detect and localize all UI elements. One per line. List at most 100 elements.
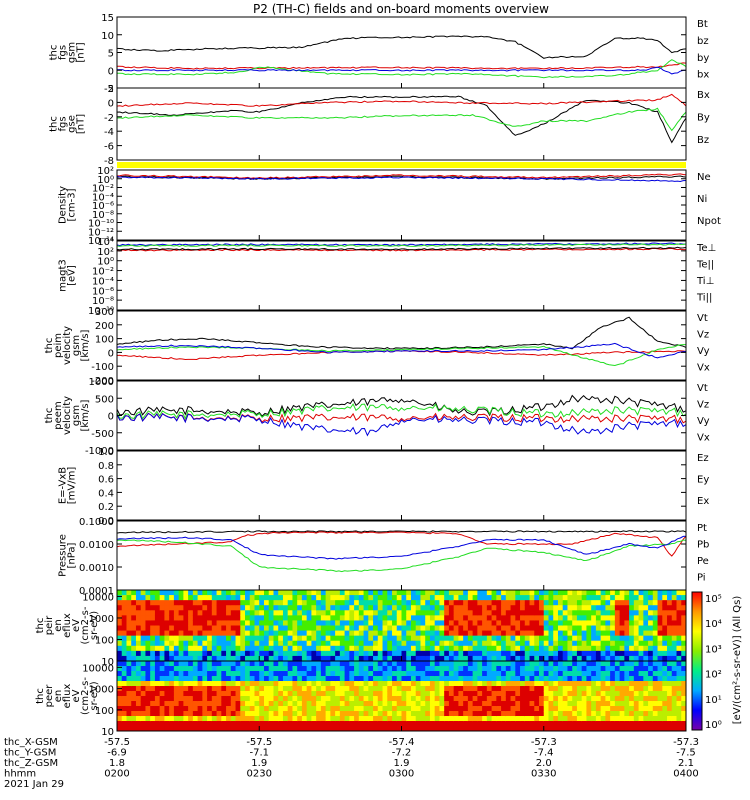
spectrogram-cell bbox=[240, 676, 246, 682]
spectrogram-cell bbox=[671, 696, 678, 702]
spectrogram-cell bbox=[553, 676, 559, 682]
spectrogram-cell bbox=[226, 640, 232, 647]
spectrogram-cell bbox=[667, 726, 673, 732]
spectrogram-cell bbox=[534, 681, 540, 687]
spectrogram-cell bbox=[401, 640, 407, 647]
spectrogram-cell bbox=[368, 686, 374, 692]
spectrogram-cell bbox=[230, 640, 237, 647]
spectrogram-cell bbox=[434, 590, 440, 596]
y-tick-label: 0.6 bbox=[98, 475, 114, 486]
spectrogram-cell bbox=[429, 640, 436, 647]
y-tick-label: 0.0010 bbox=[79, 563, 114, 574]
spectrogram-cell bbox=[515, 676, 521, 682]
spectrogram-cell bbox=[652, 605, 659, 611]
spectrogram-cell bbox=[268, 650, 274, 657]
spectrogram-cell bbox=[472, 681, 478, 687]
spectrogram-cell bbox=[410, 686, 417, 692]
spectrogram-cell bbox=[188, 726, 194, 732]
spectrogram-cell bbox=[429, 630, 436, 637]
spectrogram-cell bbox=[259, 625, 265, 632]
series-pressure-Pt bbox=[116, 530, 687, 534]
spectrogram-cell bbox=[226, 671, 232, 677]
spectrogram-cell bbox=[425, 645, 431, 652]
spectrogram-cell bbox=[401, 590, 407, 596]
spectrogram-cell bbox=[150, 605, 156, 611]
spectrogram-cell bbox=[491, 615, 497, 621]
spectrogram-cell bbox=[515, 686, 521, 692]
spectrogram-cell bbox=[657, 701, 663, 707]
spectrogram-cell bbox=[610, 630, 616, 637]
spectrogram-cell bbox=[373, 625, 379, 632]
spectrogram-cell bbox=[415, 711, 421, 717]
spectrogram-cell bbox=[178, 701, 184, 707]
spectrogram-cell bbox=[629, 711, 635, 717]
series-temp-Te⊥ bbox=[116, 247, 686, 252]
spectrogram-cell bbox=[648, 676, 654, 682]
spectrogram-cell bbox=[268, 706, 274, 712]
spectrogram-cell bbox=[505, 630, 512, 637]
spectrogram-cell bbox=[581, 620, 587, 626]
spectrogram-cell bbox=[320, 605, 327, 611]
spectrogram-cell bbox=[458, 676, 464, 682]
spectrogram-cell bbox=[240, 666, 246, 672]
spectrogram-cell bbox=[235, 676, 241, 682]
spectrogram-cell bbox=[301, 590, 308, 596]
spectrogram-cell bbox=[235, 696, 241, 702]
spectrogram-cell bbox=[415, 696, 421, 702]
spectrogram-cell bbox=[178, 600, 184, 606]
spectrogram-cell bbox=[387, 600, 393, 606]
y-tick-label: -5 bbox=[104, 84, 114, 95]
spectrogram-cell bbox=[249, 615, 256, 621]
spectrogram-cell bbox=[169, 726, 175, 732]
spectrogram-cell bbox=[173, 726, 180, 732]
spectrogram-cell bbox=[614, 590, 621, 596]
spectrogram-cell bbox=[278, 605, 284, 611]
spectrogram-cell bbox=[320, 610, 327, 616]
spectrogram-cell bbox=[259, 595, 265, 601]
spectrogram-cell bbox=[363, 721, 369, 727]
spectrogram-cell bbox=[254, 726, 260, 732]
spectrogram-cell bbox=[505, 625, 512, 632]
spectrogram-cell bbox=[183, 661, 189, 667]
spectrogram-cell bbox=[629, 721, 635, 727]
spectrogram-cell bbox=[543, 686, 549, 692]
spectrogram-cell bbox=[681, 701, 687, 707]
spectrogram-cell bbox=[150, 615, 156, 621]
spectrogram-cell bbox=[524, 600, 531, 606]
y-tick-label: -4 bbox=[104, 127, 114, 138]
spectrogram-cell bbox=[301, 721, 308, 727]
spectrogram-cell bbox=[581, 676, 587, 682]
spectrogram-cell bbox=[192, 595, 199, 601]
spectrogram-cell bbox=[467, 655, 474, 662]
spectrogram-cell bbox=[643, 691, 649, 697]
spectrogram-cell bbox=[358, 701, 365, 707]
spectrogram-cell bbox=[373, 716, 379, 722]
spectrogram-cell bbox=[648, 701, 654, 707]
spectrogram-cell bbox=[496, 726, 502, 732]
spectrogram-cell bbox=[410, 696, 417, 702]
spectrogram-cell bbox=[140, 696, 146, 702]
spectrogram-cell bbox=[216, 625, 222, 632]
spectrogram-cell bbox=[297, 696, 303, 702]
spectrogram-cell bbox=[662, 681, 668, 687]
spectrogram-cell bbox=[600, 676, 606, 682]
y-axis-label: thc bbox=[35, 618, 46, 634]
spectrogram-cell bbox=[154, 701, 161, 707]
spectrogram-cell bbox=[410, 671, 417, 677]
spectrogram-cell bbox=[557, 625, 564, 632]
spectrogram-cell bbox=[368, 726, 374, 732]
spectrogram-cell bbox=[520, 650, 526, 657]
spectrogram-cell bbox=[553, 711, 559, 717]
spectrogram-cell bbox=[387, 605, 393, 611]
spectrogram-cell bbox=[567, 691, 573, 697]
spectrogram-cell bbox=[249, 691, 256, 697]
spectrogram-cell bbox=[221, 600, 227, 606]
spectrogram-cell bbox=[173, 706, 180, 712]
spectrogram-cell bbox=[529, 706, 535, 712]
spectrogram-cell bbox=[126, 610, 132, 616]
y-axis-label: magt3 bbox=[58, 259, 69, 292]
spectrogram-cell bbox=[539, 640, 545, 647]
spectrogram-cell bbox=[420, 620, 426, 626]
spectrogram-cell bbox=[633, 686, 640, 692]
xaxis-value: 0230 bbox=[247, 769, 272, 780]
